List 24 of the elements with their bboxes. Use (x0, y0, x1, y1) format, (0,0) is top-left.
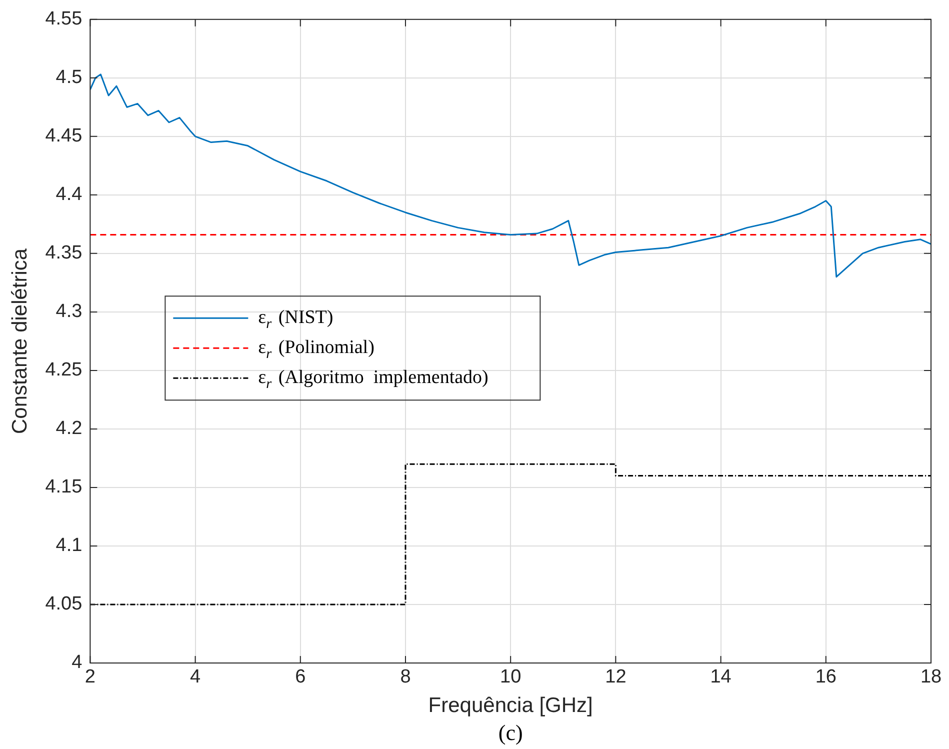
y-tick-label: 4.1 (56, 535, 82, 556)
x-tick-label: 8 (400, 666, 411, 688)
y-tick-label: 4.5 (56, 67, 82, 88)
y-tick-label: 4.55 (45, 8, 82, 30)
y-axis-title: Constante dielétrica (8, 248, 32, 434)
x-tick-label: 6 (295, 666, 306, 688)
y-tick-label: 4.35 (45, 242, 82, 264)
y-tick-label: 4.2 (56, 418, 82, 440)
y-tick-label: 4.25 (45, 360, 82, 381)
y-tick-label: 4.05 (45, 594, 82, 615)
x-tick-label: 18 (920, 666, 942, 688)
x-tick-label: 16 (815, 666, 836, 688)
text: (c) (498, 720, 523, 745)
y-tick-label: 4.3 (56, 301, 82, 322)
x-tick-label: 10 (500, 666, 522, 688)
y-tick-label: 4.45 (45, 126, 82, 147)
y-tick-label: 4.4 (56, 184, 83, 206)
y-tick-label: 4 (72, 652, 83, 674)
y-tick-label: 4.15 (45, 476, 82, 498)
x-tick-label: 12 (605, 666, 626, 688)
x-tick-label: 2 (84, 666, 96, 688)
x-tick-label: 4 (190, 666, 201, 688)
x-axis-title: Frequência [GHz] (428, 694, 593, 718)
x-tick-label: 14 (710, 666, 732, 688)
